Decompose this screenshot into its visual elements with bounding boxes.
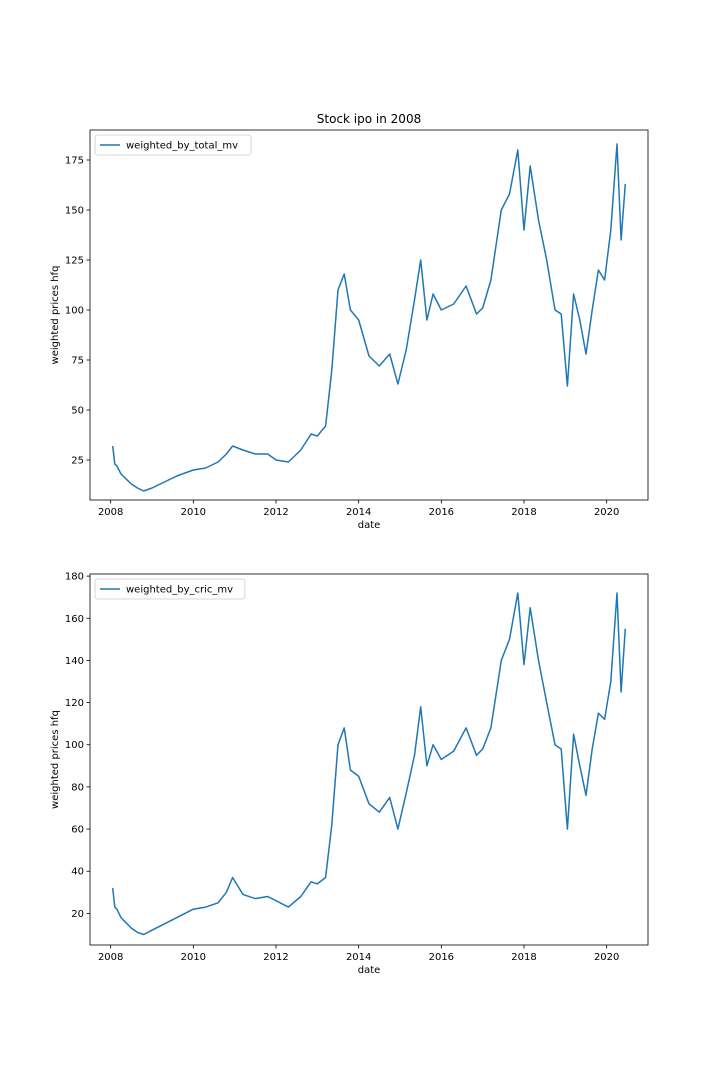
- axes-frame: [89, 573, 649, 946]
- y-tick-label: 80: [71, 782, 84, 793]
- legend-label: weighted_by_cric_mv: [126, 585, 233, 596]
- y-tick-label: 180: [65, 572, 84, 583]
- x-tick-label: 2012: [263, 952, 288, 963]
- y-tick-label: 120: [65, 698, 84, 709]
- chart-panel-top: 2008 2010 2012 2014 2016 2018 2020 25 50 75 100 125…: [50, 112, 649, 531]
- x-tick-label: 2008: [98, 507, 123, 518]
- y-tick-label: 40: [71, 867, 84, 878]
- x-tick-label: 2020: [594, 507, 619, 518]
- y-tick-label: 100: [65, 740, 84, 751]
- plot-area: [90, 574, 648, 945]
- chart-title: Stock ipo in 2008: [317, 112, 421, 126]
- series-line-weighted_by_total_mv: [111, 143, 627, 492]
- y-tick-label: 125: [65, 256, 84, 267]
- legend: weighted_by_cric_mv: [94, 578, 246, 600]
- x-axis-label: date: [358, 520, 381, 531]
- y-tick-label: 150: [65, 206, 84, 217]
- y-tick-label: 50: [71, 406, 84, 417]
- axes-frame: [89, 129, 649, 501]
- y-axis-label: weighted prices hfq: [50, 266, 61, 365]
- legend-box: [94, 134, 252, 156]
- legend-box: [94, 578, 246, 600]
- y-tick-label: 60: [71, 825, 84, 836]
- x-tick-label: 2010: [181, 507, 206, 518]
- x-tick-label: 2018: [511, 952, 536, 963]
- y-tick-label: 175: [65, 156, 84, 167]
- plot-area: [90, 130, 648, 500]
- legend-label: weighted_by_total_mv: [126, 141, 238, 152]
- x-tick-label: 2016: [429, 507, 454, 518]
- y-tick-label: 140: [65, 656, 84, 667]
- legend: weighted_by_total_mv: [94, 134, 252, 156]
- x-tick-label: 2014: [346, 952, 371, 963]
- x-tick-label: 2014: [346, 507, 371, 518]
- x-tick-label: 2008: [98, 952, 123, 963]
- x-axis-label: date: [358, 965, 381, 976]
- chart-panel-bottom: 2008 2010 2012 2014 2016 2018 2020204060801001…: [50, 572, 649, 976]
- x-tick-label: 2012: [263, 507, 288, 518]
- y-tick-label: 25: [71, 456, 84, 467]
- x-tick-label: 2016: [429, 952, 454, 963]
- y-tick-label: 160: [65, 614, 84, 625]
- x-tick-label: 2010: [181, 952, 206, 963]
- x-tick-label: 2020: [594, 952, 619, 963]
- y-tick-label: 75: [71, 356, 84, 367]
- y-tick-label: 20: [71, 909, 84, 920]
- x-tick-label: 2018: [511, 507, 536, 518]
- series-line-weighted_by_cric_mv: [111, 592, 627, 936]
- y-tick-label: 100: [65, 306, 84, 317]
- y-axis-label: weighted prices hfq: [50, 710, 61, 809]
